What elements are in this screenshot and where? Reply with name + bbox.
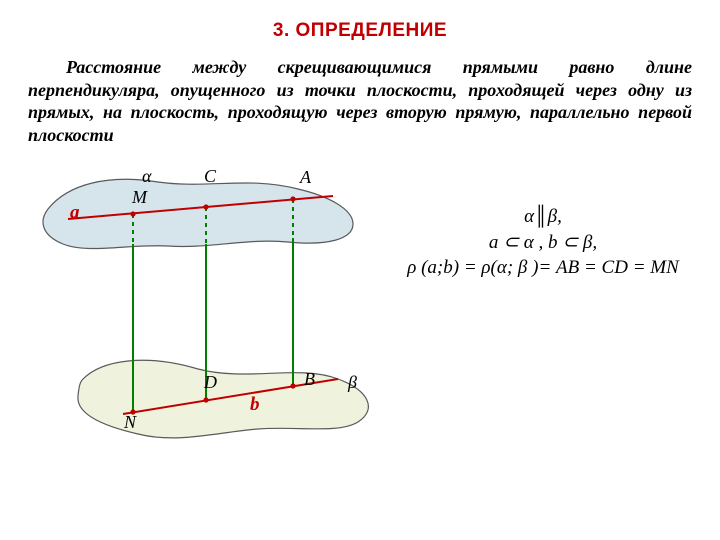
geometry-svg	[28, 154, 688, 454]
label-M: M	[132, 187, 147, 208]
label-B: B	[304, 369, 315, 390]
label-A: A	[300, 167, 311, 188]
label-beta: β	[348, 372, 357, 393]
formula-line-1: α║β,	[378, 204, 708, 230]
label-C: C	[204, 166, 216, 187]
formula-block: α║β, a ⊂ α , b ⊂ β, ρ (a;b) = ρ(α; β )= …	[378, 204, 708, 281]
formula-line-3: ρ (a;b) = ρ(α; β )= AB = CD = MN	[378, 255, 708, 281]
definition-text: Расстояние между скрещивающимися прямыми…	[28, 56, 692, 146]
label-alpha: α	[142, 166, 151, 187]
label-N: N	[124, 412, 136, 433]
diagram: α M C A N D B β a b α║β, a ⊂ α , b ⊂ β, …	[28, 154, 688, 454]
label-line-a: a	[70, 202, 80, 224]
section-title: 3. ОПРЕДЕЛЕНИЕ	[28, 20, 692, 42]
label-line-b: b	[250, 394, 260, 416]
label-D: D	[204, 372, 217, 393]
formula-line-2: a ⊂ α , b ⊂ β,	[378, 230, 708, 256]
